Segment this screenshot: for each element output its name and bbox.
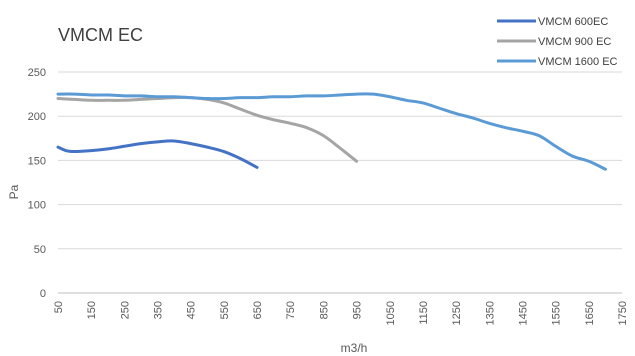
- x-tick-label: 1450: [517, 301, 529, 325]
- x-tick-label: 150: [86, 301, 98, 319]
- series-lines: [56, 92, 607, 171]
- x-tick-label: 650: [252, 301, 264, 319]
- x-tick-label: 1650: [584, 301, 596, 325]
- y-tick-labels: 0 50 100 150 200 250: [28, 67, 46, 300]
- y-axis-title: Pa: [7, 184, 21, 199]
- x-tick-label: 250: [119, 301, 131, 319]
- y-tick-label: 50: [34, 244, 46, 256]
- y-tick-label: 150: [28, 155, 46, 167]
- chart-title: VMCM EC: [58, 25, 143, 45]
- x-tick-label: 1150: [418, 301, 430, 325]
- x-tick-labels: 50 150 250 350 450 550 650 750 850 950 1050 1150 125…: [53, 301, 629, 325]
- y-tick-label: 100: [28, 200, 46, 212]
- legend-entry: VMCM 900 EC: [538, 36, 611, 48]
- gridlines: [58, 71, 622, 294]
- series-line: [56, 139, 259, 169]
- legend: VMCM 600EC VMCM 900 EC VMCM 1600 EC: [497, 16, 618, 68]
- x-tick-label: 750: [285, 301, 297, 319]
- x-tick-label: 350: [153, 301, 165, 319]
- legend-entry: VMCM 1600 EC: [538, 56, 618, 68]
- x-tick-label: 50: [53, 301, 65, 313]
- y-tick-label: 250: [28, 67, 46, 79]
- y-tick-label: 200: [28, 111, 46, 123]
- x-tick-label: 950: [352, 301, 364, 319]
- x-tick-label: 1550: [551, 301, 563, 325]
- y-tick-label: 0: [40, 288, 46, 300]
- x-tick-label: 450: [186, 301, 198, 319]
- x-axis-title: m3/h: [341, 341, 368, 355]
- series-line: [56, 95, 359, 163]
- x-tick-label: 1750: [617, 301, 629, 325]
- x-tick-label: 550: [219, 301, 231, 319]
- x-tick-label: 850: [318, 301, 330, 319]
- legend-entry: VMCM 600EC: [538, 16, 608, 28]
- x-tick-label: 1250: [451, 301, 463, 325]
- x-tick-label: 1350: [484, 301, 496, 325]
- x-tick-label: 1050: [385, 301, 397, 325]
- series-line: [56, 92, 607, 171]
